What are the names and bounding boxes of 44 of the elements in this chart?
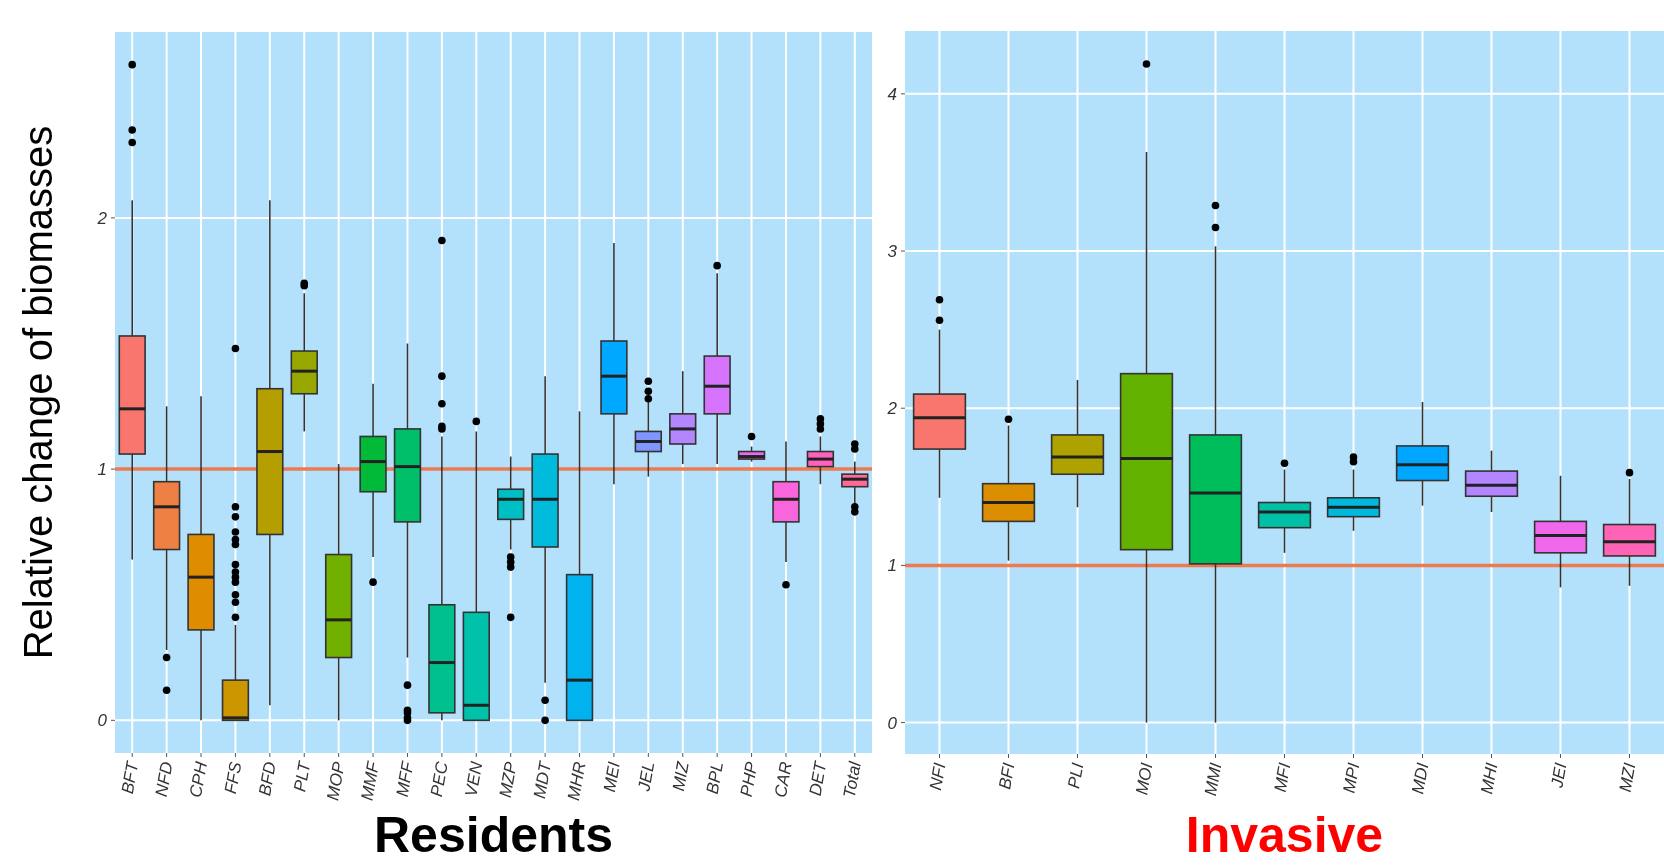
y-tick-label: 3 — [887, 241, 898, 261]
x-tick-label: MZP — [495, 759, 521, 800]
x-tick-label: BPL — [702, 760, 728, 796]
x-tick-label: MDT — [529, 758, 556, 800]
x-tick-label: CPH — [186, 759, 212, 800]
x-tick-label: BFT — [117, 758, 143, 796]
x-tick-label: NFD — [151, 760, 177, 799]
x-tick-label: MIZ — [668, 759, 693, 793]
y-tick-label: 2 — [886, 399, 898, 419]
x-tick-label: Total — [839, 759, 865, 800]
y-tick-label: 1 — [97, 460, 107, 480]
x-tick-label: MPI — [1339, 761, 1364, 795]
x-tick-label: BFD — [255, 760, 280, 798]
x-tick-label: PLI — [1064, 761, 1088, 790]
x-tick-label: JEL — [634, 760, 659, 794]
x-tick-label: JEI — [1547, 761, 1571, 790]
x-tick-label: MFF — [392, 758, 418, 799]
x-tick-label: MMI — [1200, 761, 1226, 798]
y-tick-label: 0 — [887, 713, 898, 733]
x-tick-label: MFI — [1270, 761, 1295, 794]
x-tick-label: VEN — [461, 759, 487, 799]
x-tick-label: FFS — [221, 759, 246, 796]
x-tick-label: MEI — [599, 760, 624, 794]
x-tick-label: MHI — [1477, 761, 1502, 796]
y-tick-label: 2 — [96, 208, 108, 228]
x-tick-label: PEC — [427, 759, 452, 799]
x-tick-label: BFI — [995, 761, 1019, 791]
x-tick-label: MMF — [357, 758, 384, 802]
x-axis-title: Invasive — [1185, 807, 1384, 863]
x-tick-label: PLT — [290, 758, 315, 794]
x-tick-label: NFI — [925, 761, 950, 792]
x-tick-label: CAR — [770, 760, 796, 800]
x-tick-label: DET — [805, 758, 831, 798]
y-tick-label: 4 — [887, 84, 897, 104]
x-tick-label: MZI — [1615, 761, 1640, 794]
y-tick-label: 1 — [887, 556, 897, 576]
x-tick-label: MOI — [1132, 761, 1157, 797]
y-tick-label: 0 — [97, 711, 108, 731]
x-tick-label: MDI — [1408, 761, 1433, 796]
x-tick-label: PHP — [736, 759, 762, 799]
y-axis-title: Relative change of biomasses — [16, 125, 60, 660]
x-axis-title: Residents — [374, 807, 613, 863]
x-tick-label: MOP — [323, 759, 349, 802]
x-tick-label: MHR — [564, 760, 590, 802]
